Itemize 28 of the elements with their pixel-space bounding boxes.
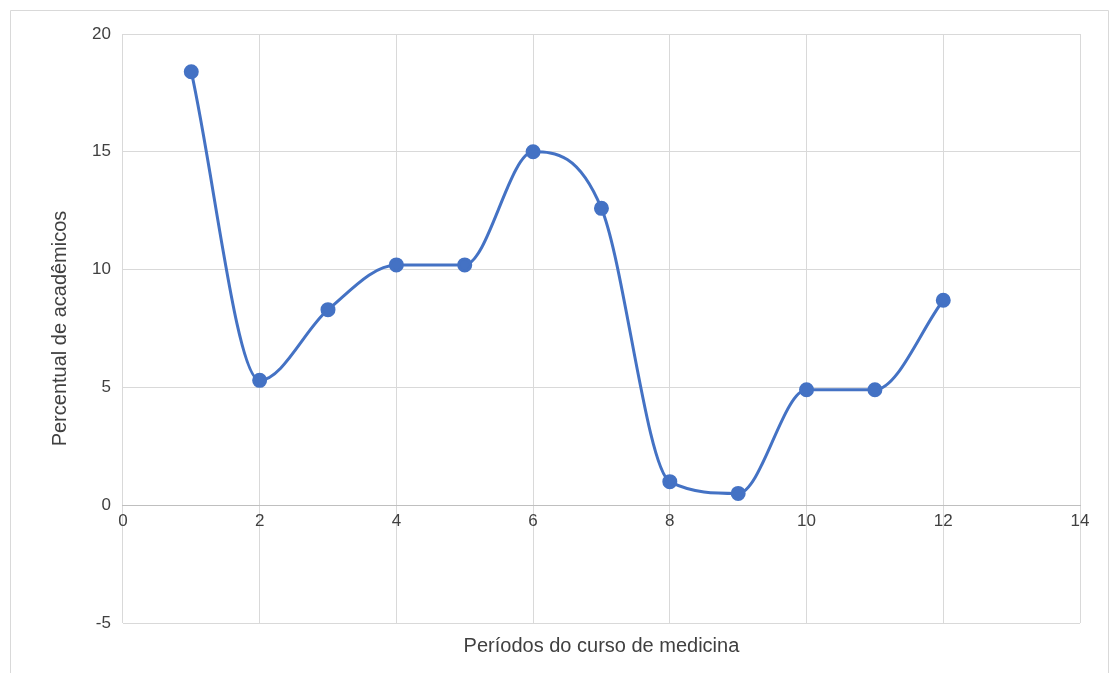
x-axis-title: Períodos do curso de medicina (463, 633, 741, 656)
y-tick-label: 0 (101, 494, 111, 514)
x-tick-label: 0 (118, 511, 128, 531)
x-tick-label: 2 (254, 511, 265, 531)
point (593, 200, 609, 216)
point (935, 292, 951, 308)
point (525, 144, 541, 160)
x-tick-label: 14 (1070, 511, 1090, 531)
y-tick-label: -5 (95, 612, 111, 632)
x-tick-label: 8 (665, 511, 675, 531)
x-tick-label: 10 (797, 511, 817, 531)
point (183, 64, 199, 80)
point (457, 257, 473, 273)
point (320, 302, 336, 318)
y-axis-title: Percentual de acadêmicos (47, 210, 70, 447)
y-tick-label: 15 (91, 141, 111, 161)
point (662, 474, 678, 490)
x-tick-label: 4 (391, 511, 402, 531)
point (252, 372, 268, 388)
point (867, 382, 883, 398)
point (730, 485, 746, 501)
point (388, 257, 404, 273)
x-tick-label: 6 (528, 511, 538, 531)
x-tick-label: 12 (933, 511, 953, 531)
y-tick-label: 5 (101, 377, 111, 397)
y-tick-label: 10 (91, 259, 111, 279)
point (799, 382, 815, 398)
y-tick-label: 20 (91, 23, 111, 43)
